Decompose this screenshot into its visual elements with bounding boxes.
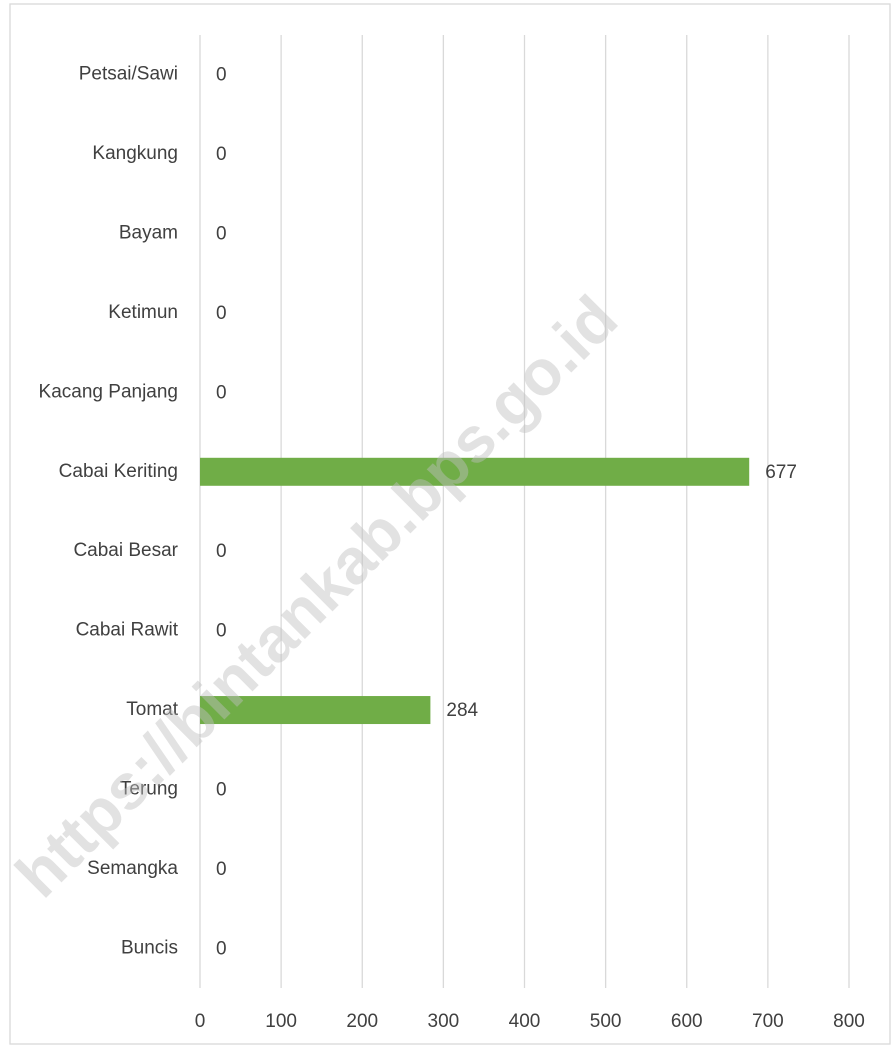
data-label: 0 [216,938,227,959]
y-tick-label: Kacang Panjang [39,381,178,402]
x-tick-label: 0 [195,1011,206,1032]
data-label: 677 [765,462,797,483]
x-tick-label: 400 [509,1011,541,1032]
x-tick-label: 600 [671,1011,703,1032]
y-tick-label: Ketimun [108,302,178,323]
y-tick-label: Semangka [87,858,178,879]
x-tick-label: 100 [265,1011,297,1032]
data-label: 0 [216,382,227,403]
data-label: 0 [216,541,227,562]
data-label: 0 [216,224,227,245]
y-tick-label: Tomat [126,699,178,720]
data-label: 0 [216,303,227,324]
y-tick-label: Terung [120,778,178,799]
data-label: 284 [446,700,478,721]
plot-area: 0 100 200 300 400 500 600 700 800 Petsai/Sawi 0 Kan… [39,35,865,1032]
y-tick-label: Cabai Keriting [59,461,178,482]
bar [200,457,750,486]
y-tick-label: Cabai Rawit [76,620,179,641]
bar [200,696,431,725]
data-label: 0 [216,144,227,165]
chart-border [9,3,891,1045]
data-label: 0 [216,779,227,800]
y-tick-label: Petsai/Sawi [79,64,178,85]
y-tick-label: Buncis [121,937,178,958]
data-label: 0 [216,65,227,86]
x-tick-label: 800 [833,1011,865,1032]
x-tick-label: 200 [346,1011,378,1032]
y-tick-label: Cabai Besar [73,540,178,561]
y-tick-label: Kangkung [92,143,178,164]
data-label: 0 [216,621,227,642]
x-tick-label: 500 [590,1011,622,1032]
x-tick-label: 300 [428,1011,460,1032]
y-tick-label: Bayam [119,223,178,244]
x-tick-label: 700 [752,1011,784,1032]
watermark: https://bintankab.bps.go.id [2,282,631,911]
data-label: 0 [216,859,227,880]
